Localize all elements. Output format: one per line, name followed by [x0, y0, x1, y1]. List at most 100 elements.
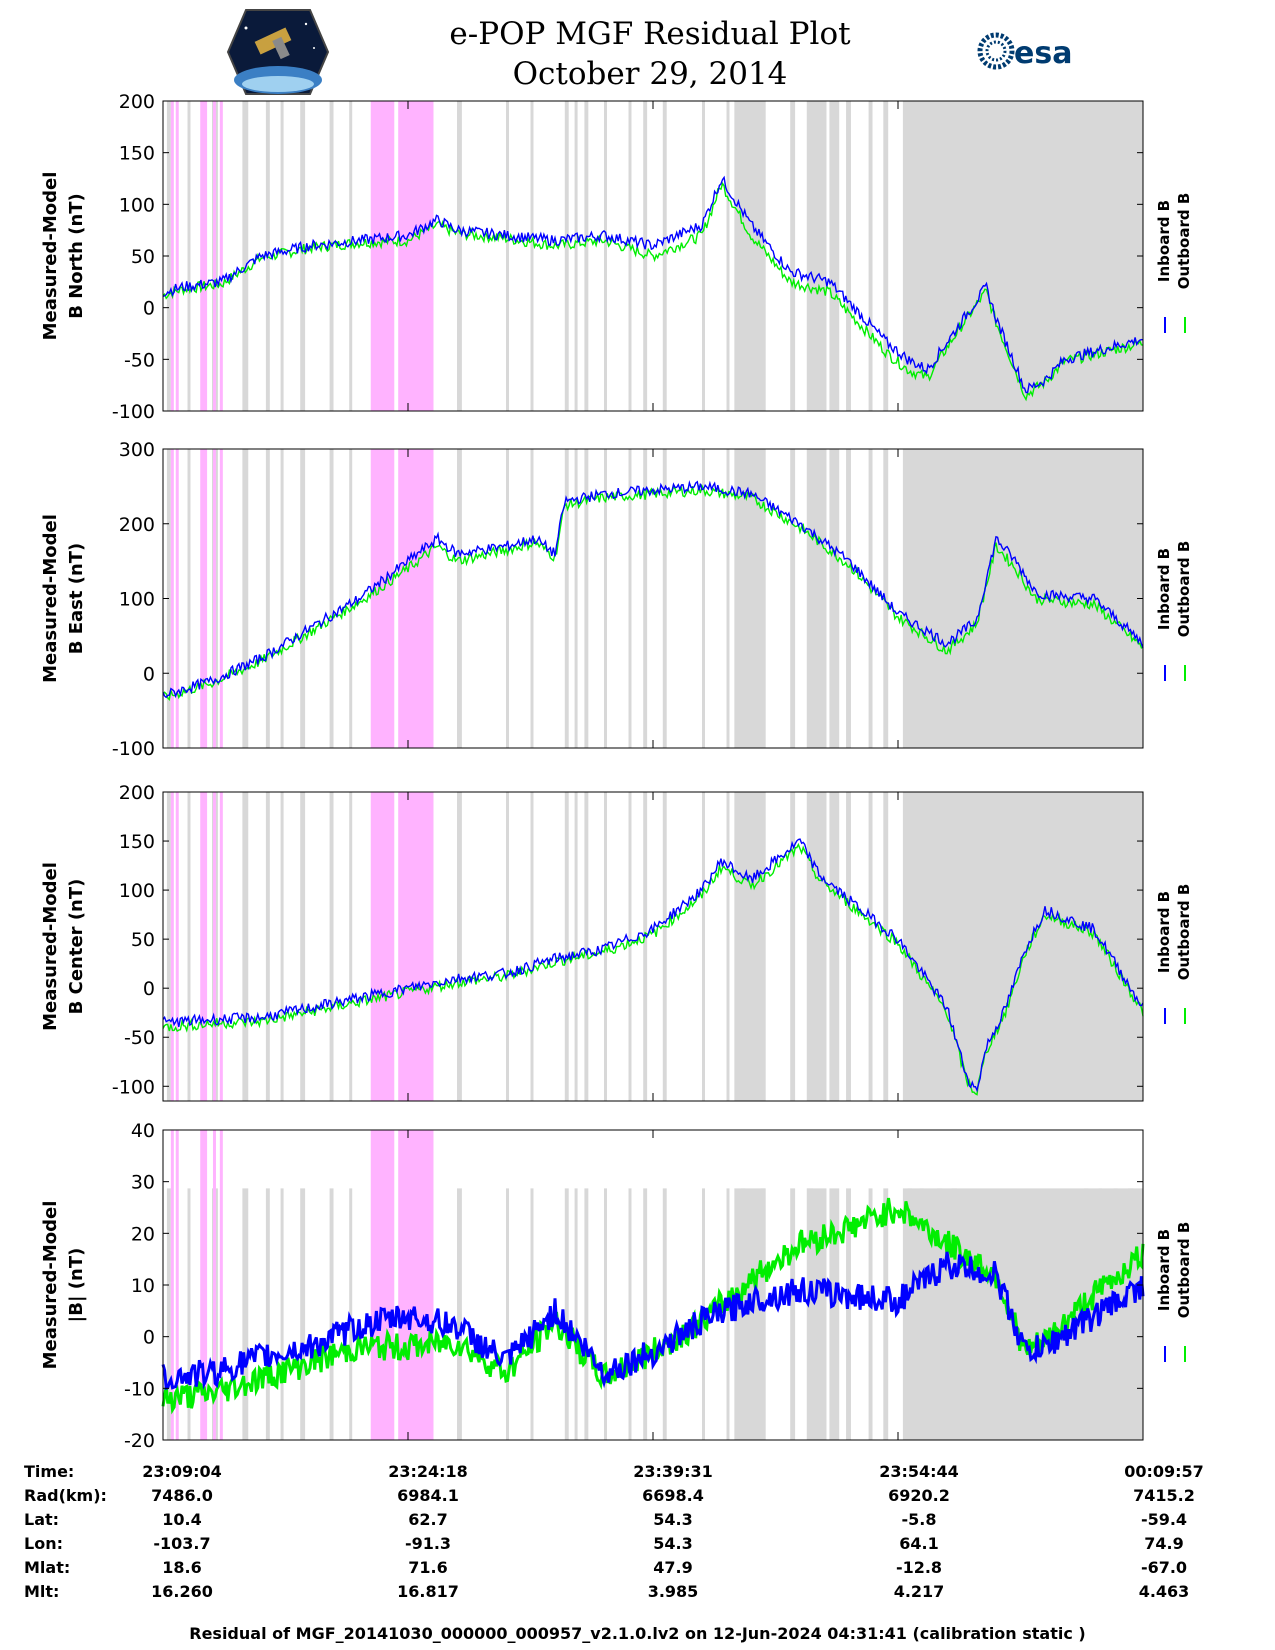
ephemeris-table: Time: 23:09:04 23:24:18 23:39:31 23:54:44 00:…: [0, 1462, 1275, 1622]
data-gap-band: [907, 1188, 912, 1440]
data-gap-band: [1128, 449, 1134, 748]
y-tick-label: -100: [112, 1076, 155, 1098]
data-gap-band: [937, 1188, 943, 1440]
data-gap-band: [919, 101, 924, 411]
calibration-gap-band: [170, 1130, 174, 1440]
data-gap-band: [806, 449, 813, 748]
y-tick-label: 30: [131, 1172, 155, 1194]
data-gap-band: [242, 1188, 249, 1440]
y-tick-label: -50: [124, 1027, 155, 1049]
data-gap-band: [604, 101, 607, 411]
y-tick-label: 100: [119, 880, 155, 902]
calibration-gap-band: [370, 449, 395, 748]
title-line1: e-POP MGF Residual Plot: [449, 16, 851, 52]
data-gap-band: [829, 792, 840, 1101]
y-tick-label: 0: [143, 978, 155, 1000]
data-gap-band: [951, 101, 957, 411]
data-gap-band: [662, 1188, 667, 1440]
chart-title: e-POP MGF Residual Plot October 29, 2014: [400, 14, 900, 94]
y-axis-label: B North (nT): [66, 193, 87, 319]
data-gap-band: [937, 101, 943, 411]
data-gap-band: [902, 101, 1143, 411]
data-gap-band: [919, 1188, 924, 1440]
data-gap-band: [628, 1188, 632, 1440]
data-gap-band: [643, 449, 648, 748]
data-gap-band: [726, 449, 730, 748]
data-gap-band: [604, 449, 607, 748]
data-gap-band: [937, 792, 943, 1101]
y-tick-label: 150: [119, 831, 155, 853]
data-gap-band: [951, 792, 957, 1101]
ephemeris-row-label: Lon:: [24, 1534, 63, 1553]
ephemeris-value: -103.7: [153, 1534, 211, 1553]
data-gap-band: [280, 449, 284, 748]
data-gap-band: [280, 101, 284, 411]
ephemeris-value: -5.8: [901, 1510, 937, 1529]
data-gap-band: [734, 449, 766, 748]
ephemeris-value: 71.6: [408, 1558, 448, 1577]
y-axis-label: B Center (nT): [66, 879, 87, 1015]
data-gap-band: [760, 1188, 765, 1440]
data-gap-band: [919, 449, 924, 748]
data-gap-band: [868, 792, 873, 1101]
y-tick-label: 200: [119, 91, 155, 113]
ephemeris-value: 00:09:57: [1124, 1462, 1204, 1481]
data-gap-band: [829, 101, 840, 411]
y-tick-label: 100: [119, 194, 155, 216]
esa-logo: esa: [977, 32, 1072, 71]
data-gap-band: [702, 101, 705, 411]
data-gap-band: [662, 449, 667, 748]
data-gap-band: [584, 792, 589, 1101]
data-gap-band: [574, 1188, 578, 1440]
panel-b-north: 200 150 100 50 0 -50 -100 Measured-Model B North…: [40, 91, 1193, 423]
ephemeris-row-label: Lat:: [24, 1510, 60, 1529]
legend-label: Inboard B: [1155, 548, 1173, 630]
data-gap-band: [166, 1188, 171, 1440]
data-gap-band: [883, 792, 889, 1101]
outboard-b-series: [162, 181, 1144, 402]
ephemeris-value: -91.3: [404, 1534, 452, 1553]
data-gap-band: [574, 101, 578, 411]
data-gap-band: [1098, 101, 1102, 411]
data-gap-band: [702, 792, 705, 1101]
data-gap-band: [643, 1188, 648, 1440]
data-gap-band: [734, 101, 766, 411]
ephemeris-value: 6698.4: [642, 1486, 704, 1505]
data-gap-band: [530, 1188, 534, 1440]
y-tick-label: 40: [131, 1120, 155, 1142]
data-gap-band: [530, 449, 534, 748]
ephemeris-value: 16.817: [397, 1582, 459, 1601]
ephemeris-value: 74.9: [1144, 1534, 1184, 1553]
data-gap-band: [760, 449, 765, 748]
esa-logo-text: esa: [1014, 36, 1072, 71]
ephemeris-value: 7415.2: [1133, 1486, 1195, 1505]
data-gap-band: [166, 792, 171, 1101]
data-gap-band: [506, 101, 509, 411]
calibration-gap-band: [212, 449, 216, 748]
y-tick-label: 20: [131, 1223, 155, 1245]
data-gap-band: [1128, 101, 1134, 411]
footer-caption: Residual of MGF_20141030_000000_000957_v…: [189, 1624, 1086, 1643]
ephemeris-value: 64.1: [899, 1534, 939, 1553]
data-gap-band: [1113, 792, 1118, 1101]
calibration-gap-band: [175, 101, 179, 411]
data-gap-band: [574, 449, 578, 748]
data-gap-band: [457, 101, 462, 411]
ephemeris-row-label: Time:: [24, 1462, 75, 1481]
calibration-gap-band: [212, 792, 216, 1101]
data-gap-band: [349, 792, 353, 1101]
data-gap-band: [734, 1188, 766, 1440]
data-gap-band: [584, 1188, 589, 1440]
data-gap-band: [300, 1188, 306, 1440]
y-axis-label: B East (nT): [66, 543, 87, 655]
data-gap-band: [530, 101, 534, 411]
calibration-gap-band: [212, 101, 216, 411]
ephemeris-value: 16.260: [151, 1582, 213, 1601]
data-gap-band: [187, 792, 191, 1101]
ephemeris-row-label: Mlt:: [24, 1582, 60, 1601]
data-gap-band: [349, 1188, 353, 1440]
data-gap-band: [329, 101, 334, 411]
data-gap-band: [628, 449, 632, 748]
data-gap-band: [1113, 449, 1118, 748]
calibration-gap-band: [219, 449, 223, 748]
